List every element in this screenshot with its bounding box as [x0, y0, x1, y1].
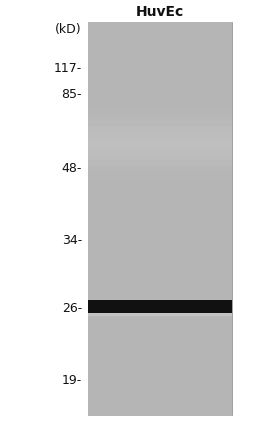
Bar	[88, 114, 232, 121]
Bar	[88, 74, 232, 82]
Text: 26-: 26-	[62, 302, 82, 314]
Text: 19-: 19-	[62, 374, 82, 387]
Bar	[88, 330, 232, 337]
Bar	[88, 402, 232, 409]
Bar	[88, 205, 232, 212]
Bar	[88, 107, 232, 114]
Bar	[88, 369, 232, 376]
Bar	[88, 232, 232, 239]
Bar	[88, 133, 232, 140]
Bar	[88, 199, 232, 206]
Bar	[88, 251, 232, 258]
Bar	[88, 343, 232, 350]
Bar	[88, 284, 232, 291]
Bar	[88, 300, 232, 313]
Bar	[88, 166, 232, 173]
Bar	[88, 389, 232, 396]
Bar	[88, 336, 232, 344]
Bar	[88, 146, 232, 154]
Bar	[88, 100, 232, 108]
Bar	[88, 408, 232, 416]
Bar	[88, 88, 232, 94]
Bar	[88, 127, 232, 134]
Bar	[88, 290, 232, 298]
Bar	[88, 68, 232, 75]
Bar	[88, 225, 232, 232]
Bar	[88, 356, 232, 363]
Bar	[88, 61, 232, 68]
Bar	[88, 55, 232, 62]
Bar	[88, 382, 232, 389]
Bar	[88, 310, 232, 317]
Bar	[88, 238, 232, 245]
Bar	[88, 192, 232, 199]
Bar	[88, 160, 232, 166]
Bar	[88, 212, 232, 219]
Text: 34-: 34-	[62, 233, 82, 247]
Bar	[88, 313, 232, 316]
Bar	[88, 245, 232, 252]
Text: 117-: 117-	[54, 61, 82, 75]
Bar	[88, 323, 232, 330]
Bar	[88, 29, 232, 36]
Bar	[88, 48, 232, 55]
Bar	[88, 22, 232, 415]
Bar	[88, 172, 232, 180]
Text: HuvEc: HuvEc	[136, 5, 184, 19]
Bar	[88, 218, 232, 226]
Bar	[88, 22, 232, 29]
Text: 48-: 48-	[62, 161, 82, 175]
Bar	[88, 271, 232, 278]
Bar	[88, 94, 232, 101]
Bar	[88, 81, 232, 88]
Bar	[88, 179, 232, 186]
Bar	[88, 317, 232, 324]
Bar	[88, 153, 232, 160]
Bar	[88, 42, 232, 49]
Bar	[88, 258, 232, 265]
Bar	[88, 186, 232, 193]
Bar	[88, 350, 232, 356]
Bar	[88, 297, 232, 304]
Bar	[88, 264, 232, 272]
Bar	[88, 304, 232, 311]
Bar	[88, 363, 232, 370]
Bar	[88, 396, 232, 402]
Bar	[88, 376, 232, 383]
Bar	[88, 140, 232, 147]
Text: 85-: 85-	[61, 88, 82, 102]
Bar	[88, 35, 232, 42]
Bar	[88, 278, 232, 284]
Text: (kD): (kD)	[55, 24, 82, 36]
Bar	[88, 120, 232, 127]
